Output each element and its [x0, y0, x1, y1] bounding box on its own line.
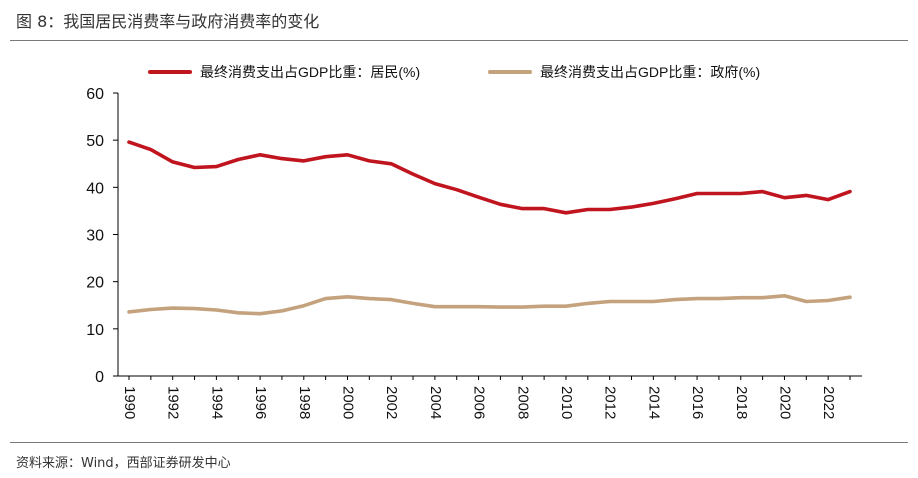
- x-tick-label: 1992: [165, 386, 182, 419]
- x-tick-label: 2014: [645, 386, 662, 419]
- x-tick-label: 2004: [427, 386, 444, 419]
- legend: 最终消费支出占GDP比重：居民(%) 最终消费支出占GDP比重：政府(%): [148, 64, 760, 80]
- top-divider: [10, 40, 908, 41]
- x-tick-label: 2006: [471, 386, 488, 419]
- y-tick-label: 40: [86, 180, 104, 197]
- x-tick-label: 2002: [383, 386, 400, 419]
- x-tick-label: 2022: [820, 386, 837, 419]
- y-tick-label: 20: [86, 275, 104, 292]
- x-tick-label: 1990: [121, 386, 138, 419]
- source-note: 资料来源：Wind，西部证券研发中心: [16, 456, 231, 471]
- x-tick-label: 2016: [689, 386, 706, 419]
- bottom-divider: [10, 442, 908, 443]
- y-tick-label: 60: [86, 86, 104, 103]
- x-tick-label: 2012: [602, 386, 619, 419]
- series-group: [127, 140, 852, 316]
- y-axis: 0 10 20 30 40 50 60: [86, 86, 119, 386]
- chart-title: 图 8：我国居民消费率与政府消费率的变化: [16, 12, 320, 31]
- y-tick-label: 0: [95, 369, 104, 386]
- x-tick-label: 1996: [252, 386, 269, 419]
- x-tick-label: 2000: [340, 386, 357, 419]
- x-tick-label: 2008: [514, 386, 531, 419]
- x-tick-label: 2018: [733, 386, 750, 419]
- legend-label: 最终消费支出占GDP比重：居民(%): [200, 64, 420, 80]
- x-axis: 1990 1992 1994 1996 1998 2000 2002 2004 2006 2008…: [118, 375, 862, 419]
- y-tick-label: 10: [86, 322, 104, 339]
- y-tick-label: 50: [86, 133, 104, 150]
- series-line-government: [127, 293, 852, 316]
- series-line-household: [127, 140, 852, 215]
- y-tick-label: 30: [86, 228, 104, 245]
- x-tick-label: 2020: [776, 386, 793, 419]
- x-tick-label: 1994: [208, 386, 225, 419]
- legend-label: 最终消费支出占GDP比重：政府(%): [540, 64, 760, 80]
- x-tick-label: 2010: [558, 386, 575, 419]
- x-tick-label: 1998: [296, 386, 313, 419]
